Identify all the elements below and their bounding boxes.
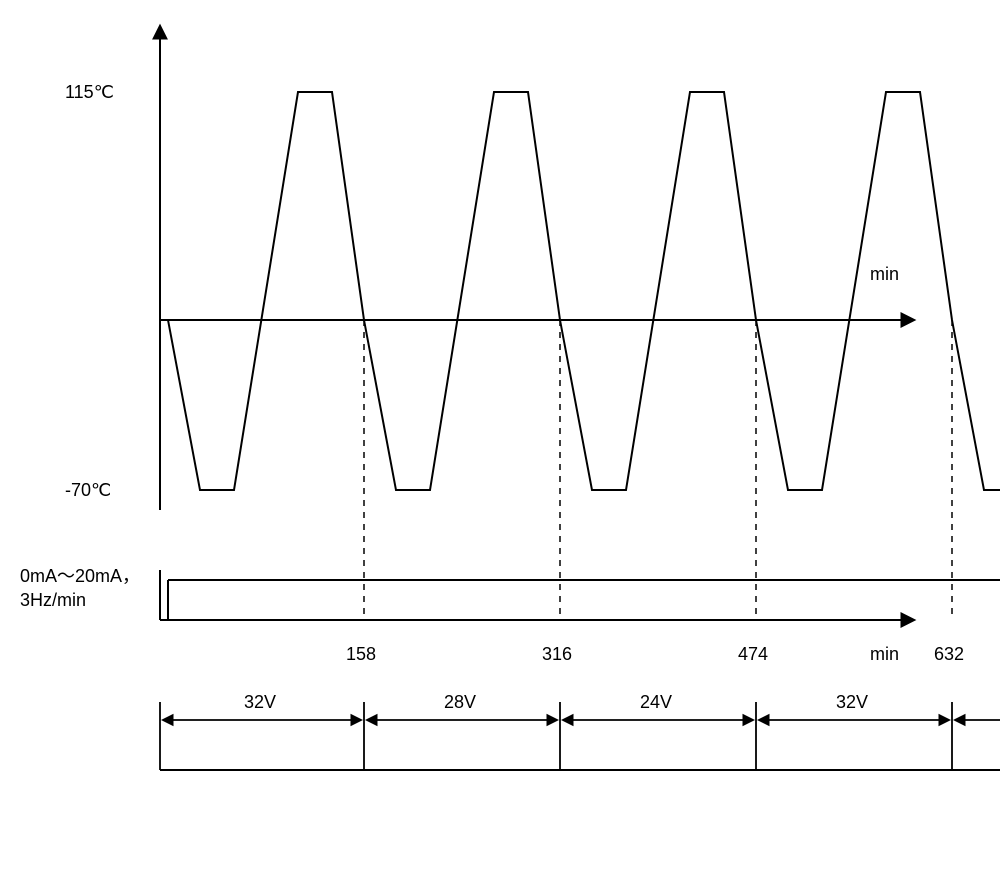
volt-label-0: 32V bbox=[244, 692, 276, 712]
volt-label-3: 32V bbox=[836, 692, 868, 712]
tick-label-0: 158 bbox=[346, 644, 376, 664]
label-stim-line1: 0mA～20mA， bbox=[20, 566, 140, 586]
diagram-svg: 115℃-70℃-20℃/min+20℃/minmin0mA～20mA，3Hz/… bbox=[0, 0, 1000, 875]
label-top-temp: 115℃ bbox=[65, 82, 114, 102]
temperature-waveform bbox=[168, 92, 1000, 490]
tick-label-2: 474 bbox=[738, 644, 768, 664]
label-stim-line2: 3Hz/min bbox=[20, 590, 86, 610]
volt-label-1: 28V bbox=[444, 692, 476, 712]
label-bottom-temp: -70℃ bbox=[65, 480, 111, 500]
label-x-unit-lower: min bbox=[870, 644, 899, 664]
tick-label-3: 632 bbox=[934, 644, 964, 664]
label-x-unit-upper: min bbox=[870, 264, 899, 284]
volt-label-2: 24V bbox=[640, 692, 672, 712]
tick-label-1: 316 bbox=[542, 644, 572, 664]
